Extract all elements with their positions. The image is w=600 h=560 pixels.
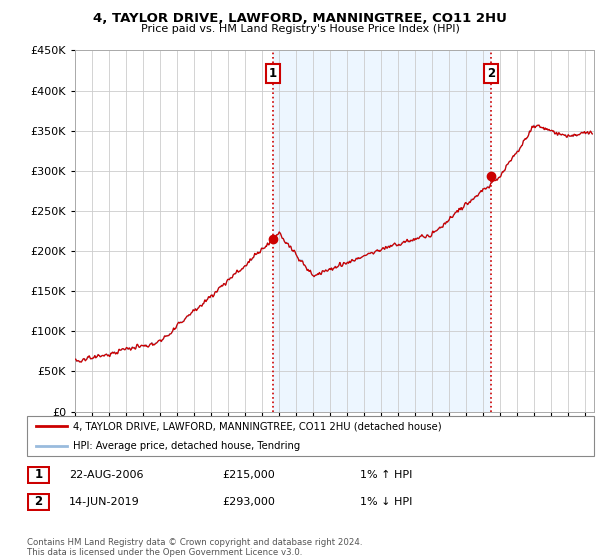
Text: HPI: Average price, detached house, Tendring: HPI: Average price, detached house, Tend… [73,441,301,451]
FancyBboxPatch shape [27,416,594,456]
Text: 1: 1 [269,67,277,81]
Text: £215,000: £215,000 [222,470,275,480]
Text: Contains HM Land Registry data © Crown copyright and database right 2024.
This d: Contains HM Land Registry data © Crown c… [27,538,362,557]
Bar [273,50,491,412]
Text: 4, TAYLOR DRIVE, LAWFORD, MANNINGTREE, CO11 2HU: 4, TAYLOR DRIVE, LAWFORD, MANNINGTREE, C… [93,12,507,25]
Text: £293,000: £293,000 [222,497,275,507]
Text: 1% ↑ HPI: 1% ↑ HPI [360,470,412,480]
FancyBboxPatch shape [28,494,49,510]
Text: 1: 1 [34,468,43,482]
Text: Price paid vs. HM Land Registry's House Price Index (HPI): Price paid vs. HM Land Registry's House … [140,24,460,34]
Text: 14-JUN-2019: 14-JUN-2019 [69,497,140,507]
Text: 22-AUG-2006: 22-AUG-2006 [69,470,143,480]
Text: 2: 2 [487,67,495,81]
Text: 4, TAYLOR DRIVE, LAWFORD, MANNINGTREE, CO11 2HU (detached house): 4, TAYLOR DRIVE, LAWFORD, MANNINGTREE, C… [73,421,442,431]
Text: 1% ↓ HPI: 1% ↓ HPI [360,497,412,507]
FancyBboxPatch shape [28,467,49,483]
Text: 2: 2 [34,495,43,508]
